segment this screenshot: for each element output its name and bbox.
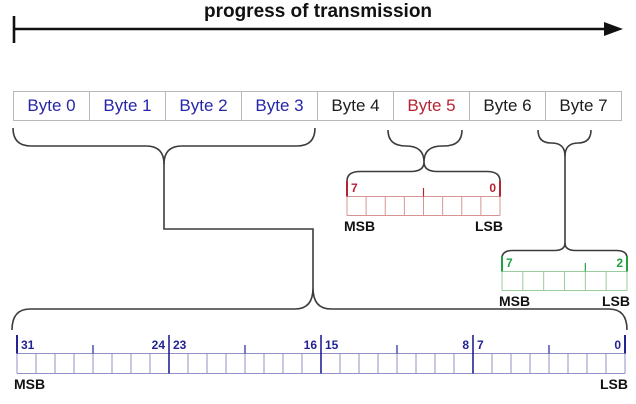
diagram-title: progress of transmission	[203, 1, 433, 22]
byte-row: Byte 0 Byte 1 Byte 2 Byte 3 Byte 4 Byte 5 Byte…	[13, 91, 622, 121]
bit-index-label: 7	[477, 338, 484, 352]
brace-word-bits	[11, 287, 628, 331]
byte-cell-5: Byte 5	[393, 91, 470, 121]
bit-index-label: 16	[303, 338, 317, 352]
arrow-head-icon	[604, 22, 623, 36]
brace-byte-7	[537, 129, 592, 157]
word-bit-field-grid	[16, 335, 626, 374]
lsb-label: LSB	[475, 218, 503, 234]
byte-cell-1: Byte 1	[89, 91, 166, 121]
byte-cell-4: Byte 4	[317, 91, 394, 121]
byte-cell-2: Byte 2	[165, 91, 242, 121]
bit-index-label: 2	[616, 256, 623, 270]
msb-label: MSB	[344, 218, 376, 234]
byte-cell-3: Byte 3	[241, 91, 318, 121]
bit-index-label: 0	[614, 338, 621, 352]
brace-bytes-0-3	[12, 127, 316, 165]
brace-byte5-bits	[346, 161, 501, 182]
lsb-label: LSB	[600, 376, 628, 392]
bit-index-label: 23	[173, 338, 187, 352]
bit-index-label: 7	[506, 256, 513, 270]
msb-label: MSB	[14, 376, 46, 392]
bit-index-label: 8	[462, 338, 469, 352]
bit-index-label: 24	[151, 338, 165, 352]
bit-index-label: 31	[21, 338, 35, 352]
brace-byte-5	[387, 129, 463, 163]
byte7-bit-field-grid	[501, 256, 628, 291]
bit-index-label: 0	[489, 181, 496, 195]
msb-label: MSB	[499, 293, 531, 309]
byte-cell-0: Byte 0	[13, 91, 90, 121]
bit-index-label: 7	[351, 181, 358, 195]
bit-index-label: 15	[325, 338, 339, 352]
byte-cell-6: Byte 6	[469, 91, 546, 121]
connector-bytes0-3-to-word	[163, 163, 314, 288]
lsb-label: LSB	[602, 293, 630, 309]
byte-cell-7: Byte 7	[545, 91, 622, 121]
byte5-bit-field-grid	[346, 181, 501, 216]
